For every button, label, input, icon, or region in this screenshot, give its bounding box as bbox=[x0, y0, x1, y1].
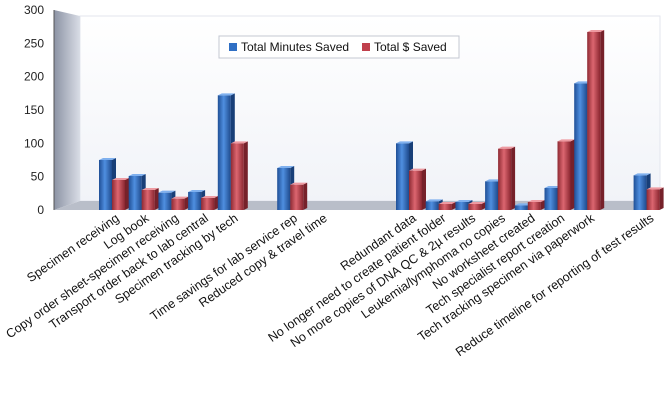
y-tick-label: 150 bbox=[24, 103, 44, 117]
bar-dollars-saved bbox=[290, 182, 308, 210]
bar-dollars-saved bbox=[230, 141, 248, 210]
bar-dollars-saved bbox=[409, 168, 426, 210]
bar-dollars-saved bbox=[201, 196, 219, 210]
bar-dollars-saved bbox=[112, 178, 129, 210]
legend-swatch-dollars bbox=[362, 43, 370, 51]
legend-label-minutes: Total Minutes Saved bbox=[241, 40, 349, 54]
bar-dollars-saved bbox=[646, 187, 664, 210]
bar-minutes-saved bbox=[188, 190, 206, 210]
y-tick-label: 300 bbox=[24, 3, 44, 17]
bar-dollars-saved bbox=[498, 146, 516, 210]
legend-box bbox=[218, 35, 460, 59]
bar-dollars-saved bbox=[468, 202, 486, 210]
bars-group bbox=[99, 30, 664, 210]
bar-dollars-saved bbox=[171, 196, 189, 210]
y-tick-label: 100 bbox=[24, 136, 44, 150]
bar-dollars-saved bbox=[557, 139, 575, 210]
y-tick-label: 0 bbox=[37, 203, 44, 217]
chart-side-wall bbox=[54, 10, 80, 210]
bar-dollars-saved bbox=[438, 202, 456, 210]
legend-swatch-minutes bbox=[229, 43, 237, 51]
legend-label-dollars: Total $ Saved bbox=[374, 40, 447, 54]
bar-dollars-saved bbox=[527, 200, 545, 210]
y-axis-ticks: 0 50 100 150 200 250 300 bbox=[24, 3, 44, 217]
bar-dollars-saved bbox=[141, 188, 159, 210]
y-tick-label: 50 bbox=[31, 170, 45, 184]
bar-dollars-saved bbox=[587, 30, 605, 210]
legend: Total Minutes Saved Total $ Saved bbox=[218, 35, 460, 59]
y-tick-label: 200 bbox=[24, 70, 44, 84]
y-tick-label: 250 bbox=[24, 36, 44, 50]
